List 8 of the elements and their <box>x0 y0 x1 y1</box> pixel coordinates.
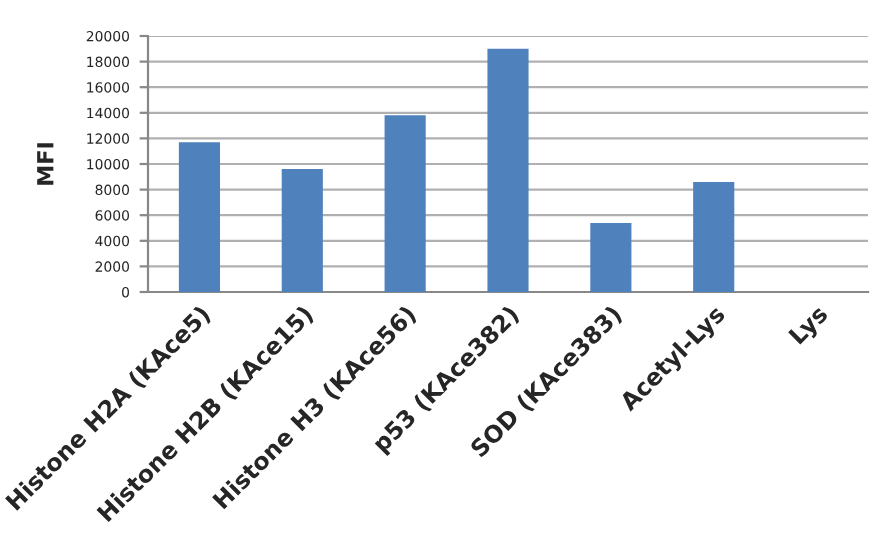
bar <box>487 48 529 292</box>
bar <box>281 169 323 292</box>
x-tick-label: Lys <box>788 304 832 349</box>
bar <box>590 222 632 292</box>
bar <box>178 142 220 292</box>
bar <box>384 115 426 292</box>
bar <box>693 181 735 292</box>
y-axis-title: MFI <box>37 143 54 185</box>
